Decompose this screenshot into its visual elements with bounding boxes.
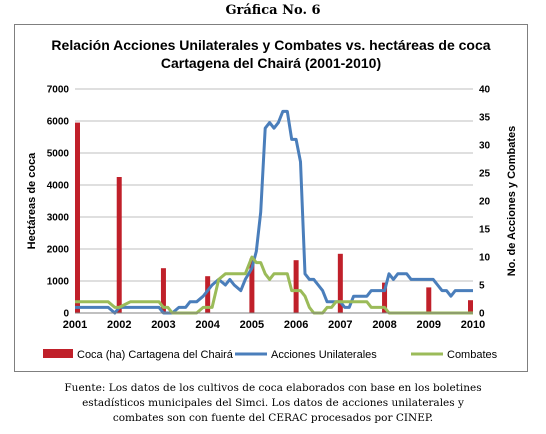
coca-bar xyxy=(160,268,166,313)
y-right-tick-label: 40 xyxy=(479,85,491,96)
coca-bar xyxy=(293,260,299,313)
chart-title-line-2: Cartagena del Chairá (2001-2010) xyxy=(161,55,381,71)
x-tick-label: 2003 xyxy=(151,319,175,331)
x-tick-label: 2010 xyxy=(461,319,485,331)
y-left-tick-label: 7000 xyxy=(47,85,70,96)
y-left-tick-label: 0 xyxy=(63,309,69,320)
chart-title-line-1: Relación Acciones Unilaterales y Combate… xyxy=(51,37,490,53)
y-right-tick-label: 5 xyxy=(479,281,485,292)
coca-bar xyxy=(205,276,211,313)
y-right-axis-title: No. de Acciones y Combates xyxy=(506,126,518,277)
x-tick-label: 2001 xyxy=(63,319,87,331)
source-line-3: combates son con fuente del CERAC proces… xyxy=(112,412,434,424)
y-left-tick-label: 3000 xyxy=(47,213,70,224)
y-left-tick-label: 4000 xyxy=(47,181,70,192)
x-tick-label: 2006 xyxy=(284,319,308,331)
coca-bar xyxy=(426,287,432,313)
x-tick-label: 2009 xyxy=(417,319,441,331)
x-tick-label: 2007 xyxy=(328,319,352,331)
figure-label: Gráfica No. 6 xyxy=(225,3,321,18)
coca-bar xyxy=(337,253,343,313)
y-right-tick-label: 15 xyxy=(479,225,491,236)
y-left-tick-label: 1000 xyxy=(47,277,70,288)
y-right-tick-label: 10 xyxy=(479,253,491,264)
series-line-combates xyxy=(75,255,473,315)
y-right-tick-label: 20 xyxy=(479,197,491,208)
x-tick-label: 2008 xyxy=(372,319,396,331)
coca-bar xyxy=(382,282,388,313)
y-right-tick-label: 25 xyxy=(479,169,491,180)
legend-label-combates: Combates xyxy=(447,349,498,361)
x-tick-label: 2002 xyxy=(107,319,131,331)
coca-bar xyxy=(75,122,80,313)
y-right-tick-label: 35 xyxy=(479,113,491,124)
source-line-2: estadísticos municipales del Simci. Los … xyxy=(82,397,464,409)
legend-label-acciones: Acciones Unilaterales xyxy=(271,349,377,361)
chart-area: Relación Acciones Unilaterales y Combate… xyxy=(14,24,528,372)
source-line-1: Fuente: Los datos de los cultivos de coc… xyxy=(64,382,482,394)
y-left-tick-label: 5000 xyxy=(47,149,70,160)
y-right-tick-label: 30 xyxy=(479,141,491,152)
coca-bar xyxy=(249,258,255,313)
y-right-tick-label: 0 xyxy=(479,309,485,320)
legend-label-coca: Coca (ha) Cartagena del Chairá xyxy=(77,349,234,361)
legend-swatch-coca xyxy=(43,349,73,358)
y-left-tick-label: 2000 xyxy=(47,245,70,256)
x-tick-label: 2004 xyxy=(195,319,220,331)
x-tick-label: 2005 xyxy=(240,319,264,331)
y-left-tick-label: 6000 xyxy=(47,117,70,128)
series-line-acciones-unilaterales xyxy=(75,109,473,315)
y-left-axis-title: Hectáreas de coca xyxy=(26,152,38,249)
source-note: Fuente: Los datos de los cultivos de coc… xyxy=(0,381,546,426)
combo-chart: Relación Acciones Unilaterales y Combate… xyxy=(26,37,518,361)
coca-bar xyxy=(468,300,473,313)
coca-bar xyxy=(116,177,122,313)
